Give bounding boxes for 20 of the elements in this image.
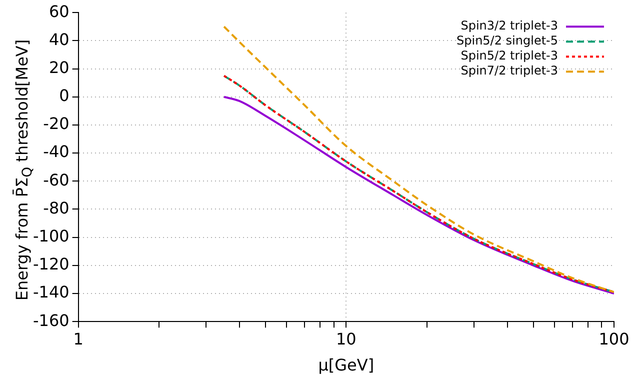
y-tick-label: -120 (33, 254, 70, 274)
x-tick-label: 100 (598, 329, 630, 348)
x-tick-label: 10 (336, 329, 356, 348)
y-tick-label: -60 (43, 170, 70, 190)
y-tick-label: -100 (33, 226, 70, 246)
y-tick-label: 0 (59, 86, 70, 106)
y-tick-label: -20 (43, 114, 70, 134)
y-tick-label: -160 (33, 310, 70, 330)
y-tick-label: 40 (48, 30, 70, 49)
legend-label: Spin7/2 triplet-3 (460, 64, 558, 78)
x-tick-label: 1 (73, 329, 84, 348)
y-tick-label: -140 (33, 282, 70, 302)
y-tick-label: 20 (48, 58, 70, 77)
y-tick-label: 60 (48, 2, 70, 21)
y-tick-label: -40 (43, 142, 70, 162)
legend-label: Spin5/2 singlet-5 (456, 34, 558, 48)
legend-label: Spin3/2 triplet-3 (460, 18, 558, 33)
legend-label: Spin5/2 triplet-3 (460, 48, 558, 63)
y-tick-label: -80 (43, 198, 70, 218)
x-axis-title: μ[GeV] (318, 356, 374, 375)
